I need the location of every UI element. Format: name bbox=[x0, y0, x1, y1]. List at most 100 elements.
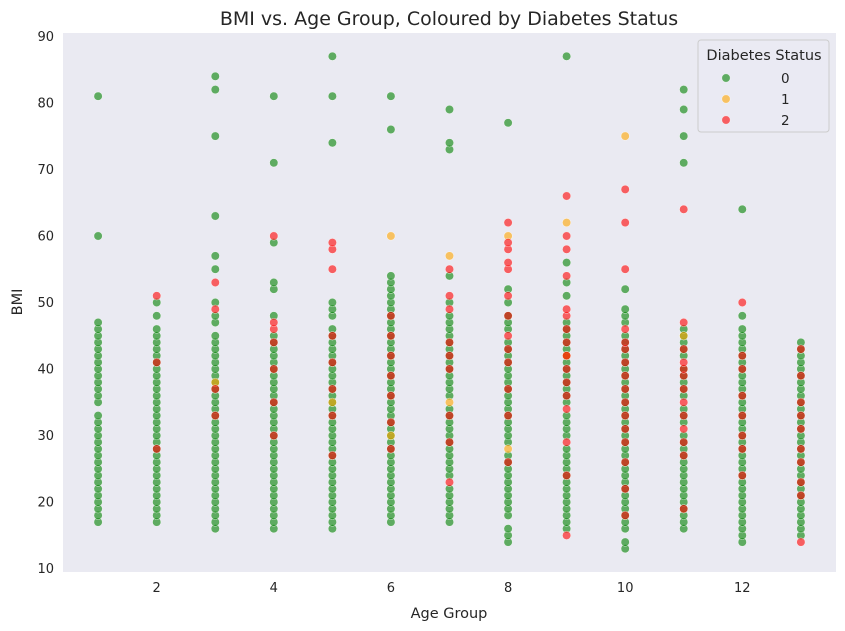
data-point bbox=[210, 85, 220, 95]
data-point bbox=[679, 451, 689, 460]
data-point bbox=[679, 411, 689, 420]
data-point bbox=[93, 231, 103, 241]
data-point bbox=[152, 291, 162, 301]
data-point bbox=[503, 384, 513, 394]
data-point bbox=[796, 457, 806, 467]
y-tick-label: 40 bbox=[37, 363, 54, 378]
legend-title: Diabetes Status bbox=[706, 48, 821, 64]
data-point bbox=[269, 158, 279, 168]
data-point bbox=[445, 437, 454, 447]
x-tick-label: 12 bbox=[734, 581, 751, 596]
data-point bbox=[210, 264, 220, 274]
data-point bbox=[386, 391, 396, 401]
data-point bbox=[503, 344, 513, 354]
y-tick-label: 60 bbox=[37, 230, 54, 245]
x-axis-ticks: 2 4 6 8 10 12 bbox=[153, 581, 751, 596]
data-point bbox=[620, 131, 630, 141]
x-tick-label: 10 bbox=[617, 581, 634, 596]
data-point bbox=[503, 291, 513, 301]
data-point bbox=[152, 444, 162, 454]
data-point bbox=[503, 524, 513, 534]
data-point bbox=[737, 324, 747, 334]
x-tick-label: 4 bbox=[270, 581, 278, 596]
data-point bbox=[562, 51, 571, 61]
x-axis-label: Age Group bbox=[411, 606, 488, 622]
data-point bbox=[445, 251, 454, 261]
data-point bbox=[679, 357, 689, 367]
data-point bbox=[386, 351, 396, 361]
data-point bbox=[620, 218, 630, 228]
legend-label: 0 bbox=[781, 71, 790, 87]
data-point bbox=[445, 411, 454, 420]
data-point bbox=[796, 344, 806, 354]
data-point bbox=[737, 311, 747, 321]
data-point bbox=[562, 271, 571, 281]
data-point bbox=[679, 344, 689, 354]
data-point bbox=[620, 304, 630, 314]
data-point bbox=[445, 291, 454, 301]
data-point bbox=[210, 304, 220, 314]
data-point bbox=[737, 364, 747, 374]
data-point bbox=[269, 318, 279, 327]
data-point bbox=[620, 537, 630, 547]
data-point bbox=[562, 437, 571, 447]
data-point bbox=[503, 411, 513, 420]
data-point bbox=[620, 457, 630, 467]
data-point bbox=[327, 298, 337, 307]
data-point bbox=[620, 264, 630, 274]
data-point bbox=[503, 457, 513, 467]
data-point bbox=[269, 231, 279, 241]
data-point bbox=[503, 311, 513, 321]
data-point bbox=[503, 238, 513, 248]
data-point bbox=[679, 105, 689, 114]
data-point bbox=[386, 331, 396, 341]
data-point bbox=[620, 357, 630, 367]
data-point bbox=[210, 411, 220, 420]
data-point bbox=[445, 138, 454, 148]
data-point bbox=[152, 324, 162, 334]
data-point bbox=[562, 337, 571, 347]
data-point bbox=[503, 357, 513, 367]
data-point bbox=[210, 384, 220, 394]
data-point bbox=[562, 191, 571, 201]
data-point bbox=[327, 264, 337, 274]
data-point bbox=[269, 91, 279, 101]
data-point bbox=[445, 397, 454, 407]
data-point bbox=[796, 424, 806, 434]
data-point bbox=[503, 331, 513, 341]
data-point bbox=[93, 91, 103, 101]
data-point bbox=[562, 531, 571, 540]
data-point bbox=[386, 444, 396, 454]
data-point bbox=[562, 291, 571, 301]
data-point bbox=[679, 384, 689, 394]
data-point bbox=[503, 444, 513, 454]
data-point bbox=[620, 371, 630, 381]
data-point bbox=[93, 411, 103, 420]
data-point bbox=[269, 364, 279, 374]
series-2 bbox=[152, 184, 806, 547]
data-point bbox=[679, 437, 689, 447]
data-point bbox=[386, 311, 396, 321]
data-point bbox=[562, 304, 571, 314]
legend-items: 0 1 2 bbox=[721, 71, 790, 129]
data-point bbox=[737, 204, 747, 214]
data-point bbox=[562, 377, 571, 387]
data-point bbox=[327, 238, 337, 248]
data-point bbox=[620, 337, 630, 347]
data-point bbox=[679, 204, 689, 214]
data-point bbox=[620, 411, 630, 420]
data-point bbox=[445, 105, 454, 114]
data-point bbox=[445, 337, 454, 347]
data-point bbox=[445, 364, 454, 374]
data-point bbox=[386, 125, 396, 134]
data-point bbox=[737, 471, 747, 480]
data-point bbox=[737, 444, 747, 454]
data-point bbox=[737, 298, 747, 307]
data-point bbox=[445, 264, 454, 274]
x-tick-label: 2 bbox=[153, 581, 161, 596]
data-point bbox=[620, 284, 630, 294]
data-point bbox=[562, 404, 571, 414]
data-point bbox=[445, 351, 454, 361]
y-tick-label: 80 bbox=[37, 96, 54, 111]
